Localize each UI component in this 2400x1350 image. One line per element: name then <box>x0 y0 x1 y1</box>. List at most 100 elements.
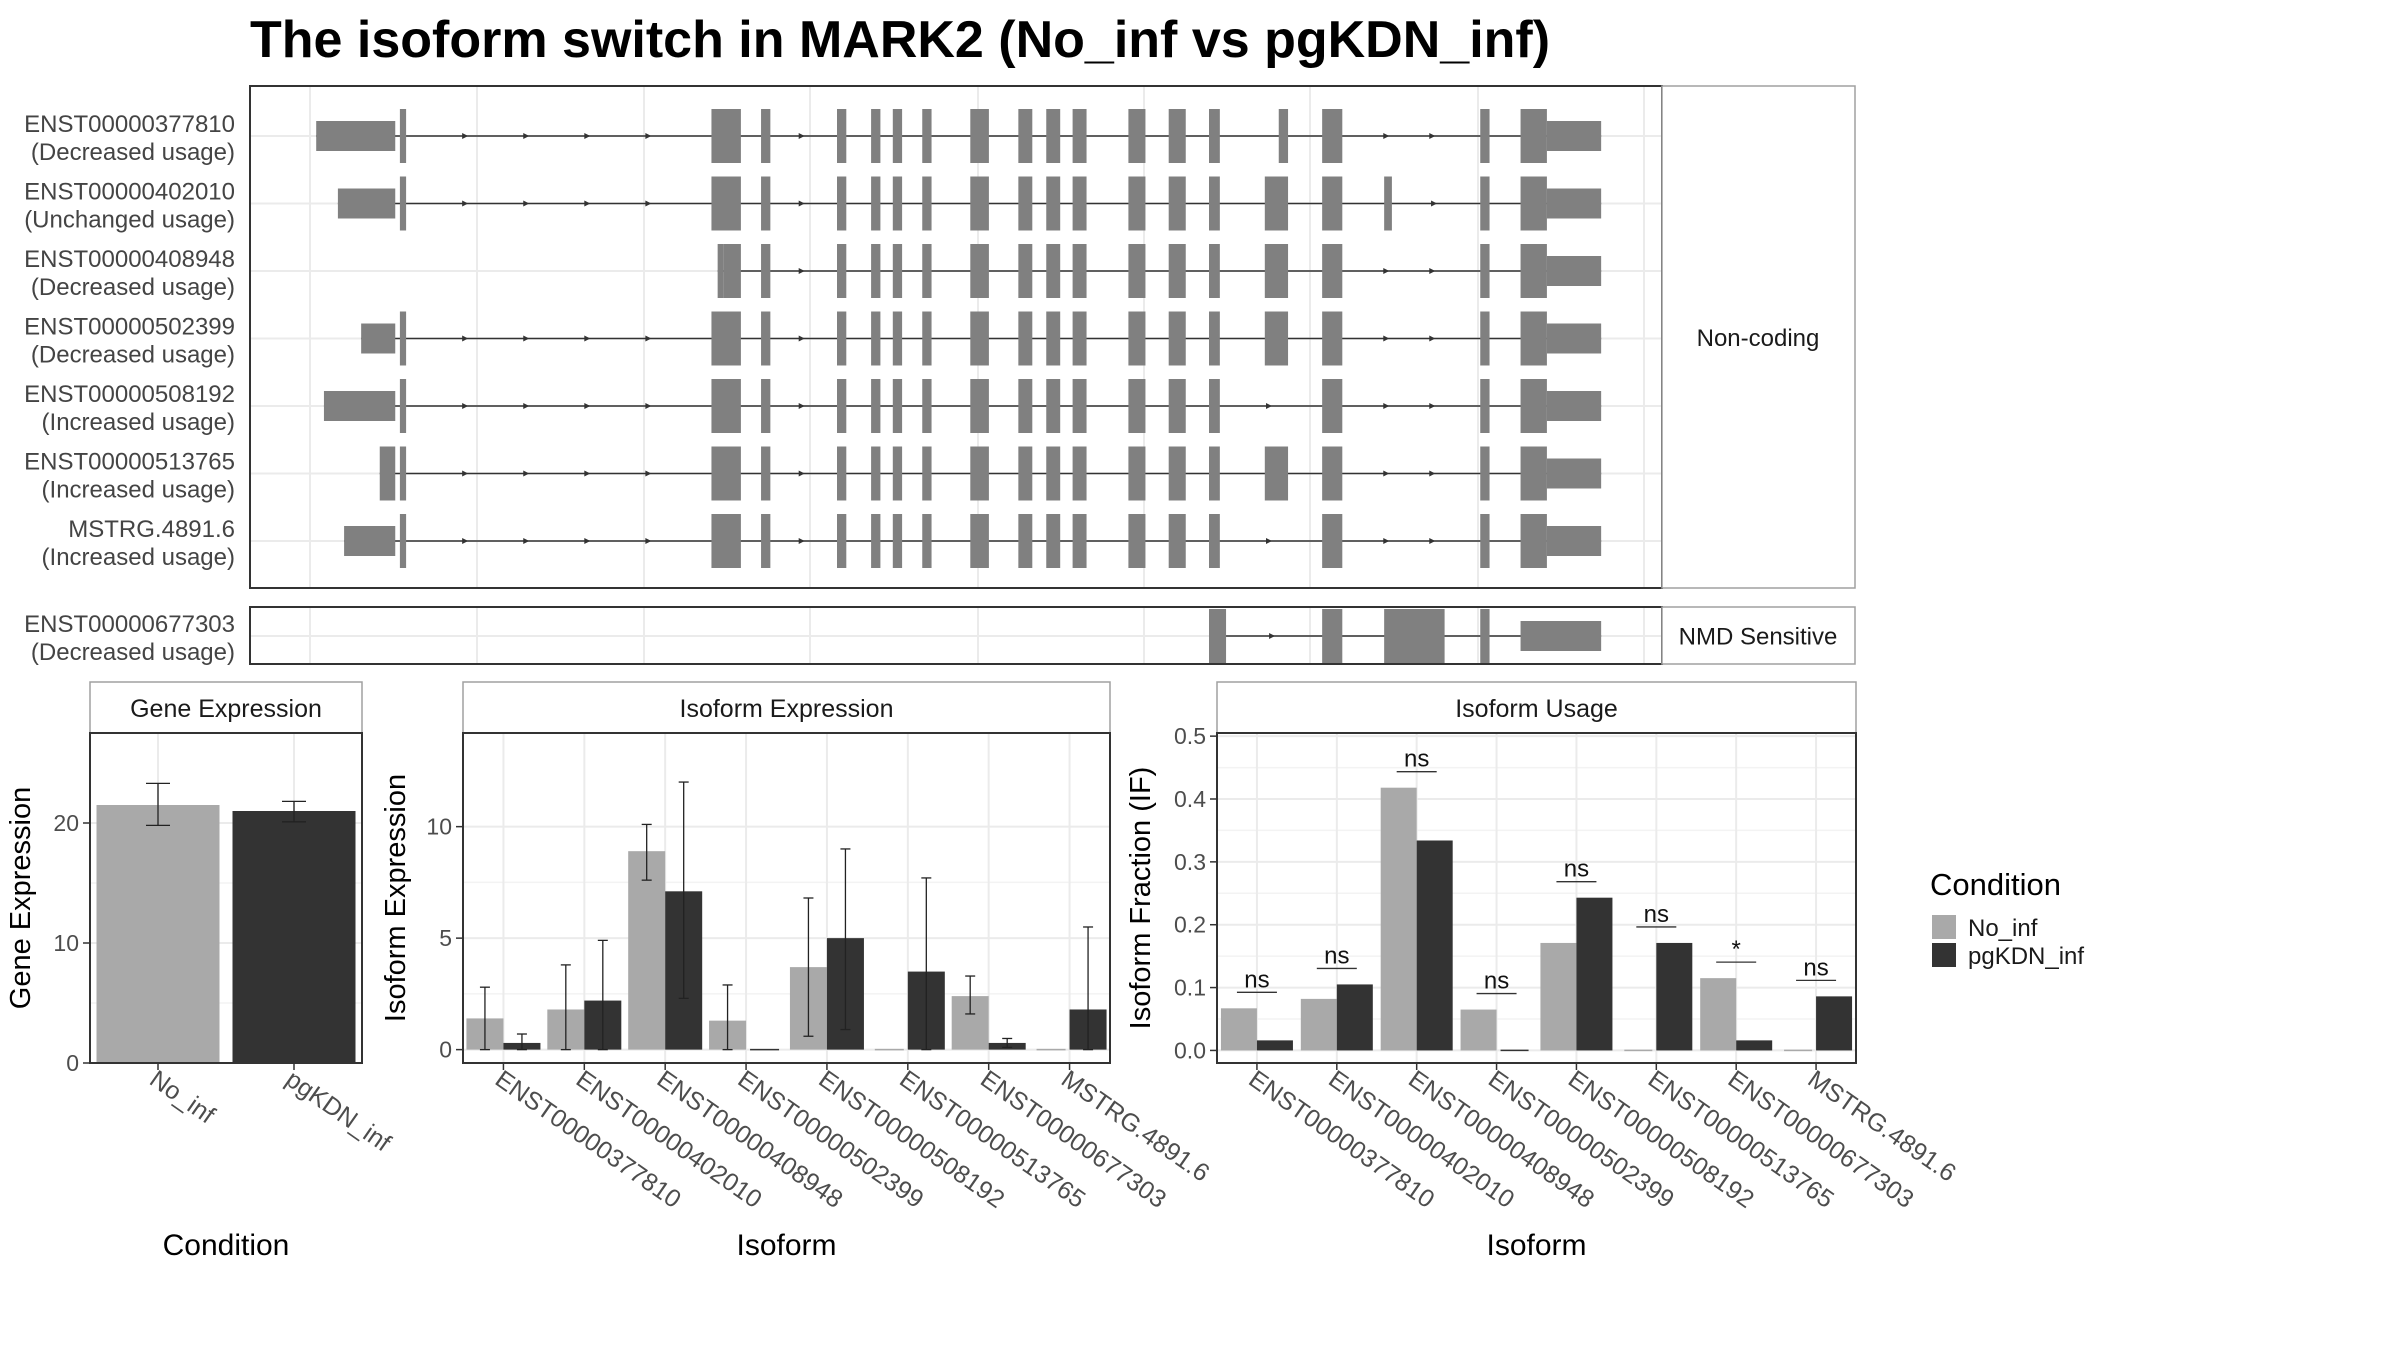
exon <box>1209 446 1220 501</box>
exon <box>1209 514 1220 568</box>
exon <box>1072 244 1087 298</box>
chart-panel-title: Isoform Usage <box>1455 695 1618 723</box>
x-axis-title: Isoform <box>736 1229 836 1262</box>
significance-label: ns <box>1644 901 1669 928</box>
exon <box>1128 514 1146 568</box>
intron-direction-arrow <box>462 335 469 342</box>
exon <box>1168 514 1186 568</box>
exon <box>1264 311 1289 366</box>
exon <box>1072 176 1087 231</box>
significance-label: ns <box>1564 856 1589 883</box>
bar <box>1256 1040 1293 1051</box>
isoform-usage-status: (Decreased usage) <box>31 639 235 666</box>
intron-direction-arrow <box>1383 268 1390 274</box>
bar <box>96 805 220 1063</box>
exon <box>1168 176 1186 231</box>
exon <box>1168 109 1186 163</box>
exon <box>761 379 771 433</box>
intron-direction-arrow <box>1266 403 1272 409</box>
exon <box>871 514 881 568</box>
exon <box>871 379 881 433</box>
y-axis-title: Gene Expression <box>5 787 37 1009</box>
y-tick-label: 0.0 <box>1174 1037 1206 1063</box>
exon <box>1018 109 1033 163</box>
exon <box>1128 311 1146 366</box>
intron-direction-arrow <box>1429 268 1436 274</box>
isoform-id-label: ENST00000508192 <box>24 381 235 408</box>
chart-panel-title: Gene Expression <box>130 695 322 723</box>
exon <box>723 244 741 298</box>
exon <box>970 379 989 433</box>
exon <box>1322 514 1343 568</box>
intron-direction-arrow <box>798 200 805 207</box>
exon <box>1520 244 1547 298</box>
intron-direction-arrow <box>1429 133 1436 139</box>
facet-strip-label: Non-coding <box>1697 325 1820 352</box>
exon <box>1480 609 1490 663</box>
significance-label: ns <box>1244 966 1269 993</box>
bar <box>1540 942 1577 1051</box>
exon <box>1322 609 1343 663</box>
isoform-id-label: ENST00000408948 <box>24 246 235 273</box>
exon <box>1264 446 1289 501</box>
exon <box>922 311 932 366</box>
exon <box>970 244 989 298</box>
chart-panel: Gene Expression 0 10 20 No_inf pgKDN_inf Condi… <box>5 681 396 1262</box>
isoform-structure-row <box>344 514 1602 568</box>
intron-direction-arrow <box>462 200 469 207</box>
isoform-structure-row <box>1209 609 1602 663</box>
isoform-usage-status: (Decreased usage) <box>31 139 235 166</box>
exon <box>344 526 396 556</box>
intron-direction-arrow <box>523 403 530 409</box>
exon <box>711 311 741 366</box>
bar-charts: Gene Expression 0 10 20 No_inf pgKDN_inf Condi… <box>5 681 1961 1262</box>
intron-direction-arrow <box>1383 133 1390 139</box>
exon <box>1322 244 1343 298</box>
exon <box>892 244 903 298</box>
exon <box>1480 514 1490 568</box>
exon <box>970 446 989 501</box>
exon <box>399 109 407 163</box>
exon <box>1384 176 1392 231</box>
bar <box>628 851 666 1050</box>
legend-swatch <box>1932 915 1956 939</box>
exon <box>1018 244 1033 298</box>
exon <box>323 391 396 421</box>
isoform-structure-row <box>316 109 1602 163</box>
exon <box>1168 311 1186 366</box>
exon <box>316 121 396 151</box>
intron-direction-arrow <box>645 133 652 139</box>
intron-direction-arrow <box>1383 403 1390 409</box>
intron-direction-arrow <box>1266 538 1272 544</box>
chart-plot-border <box>1216 732 1857 1064</box>
isoform-id-label: ENST00000513765 <box>24 449 235 476</box>
intron-direction-arrow <box>798 470 805 477</box>
isoform-usage-status: (Decreased usage) <box>31 274 235 301</box>
exon <box>1128 446 1146 501</box>
exon <box>1168 244 1186 298</box>
intron-direction-arrow <box>523 133 530 139</box>
intron-direction-arrow <box>798 335 805 342</box>
exon <box>1520 176 1547 231</box>
exon <box>1546 256 1602 286</box>
exon <box>379 446 396 501</box>
intron-direction-arrow <box>1383 538 1390 544</box>
intron-direction-arrow <box>1429 470 1436 477</box>
exon <box>761 244 771 298</box>
facet-strip <box>1661 606 1856 665</box>
bar <box>1816 996 1853 1051</box>
exon <box>1480 244 1490 298</box>
intron-direction-arrow <box>523 470 530 477</box>
isoform-row-label: ENST00000408948(Decreased usage) <box>24 246 235 301</box>
exon <box>1018 379 1033 433</box>
exon <box>1395 609 1445 663</box>
intron-direction-arrow <box>584 538 591 544</box>
exon <box>892 311 903 366</box>
y-tick-label: 0.1 <box>1174 975 1206 1001</box>
exon <box>1520 311 1547 366</box>
exon <box>1209 609 1227 663</box>
x-axis-title: Condition <box>163 1229 290 1262</box>
exon <box>711 109 741 163</box>
exon <box>1128 379 1146 433</box>
